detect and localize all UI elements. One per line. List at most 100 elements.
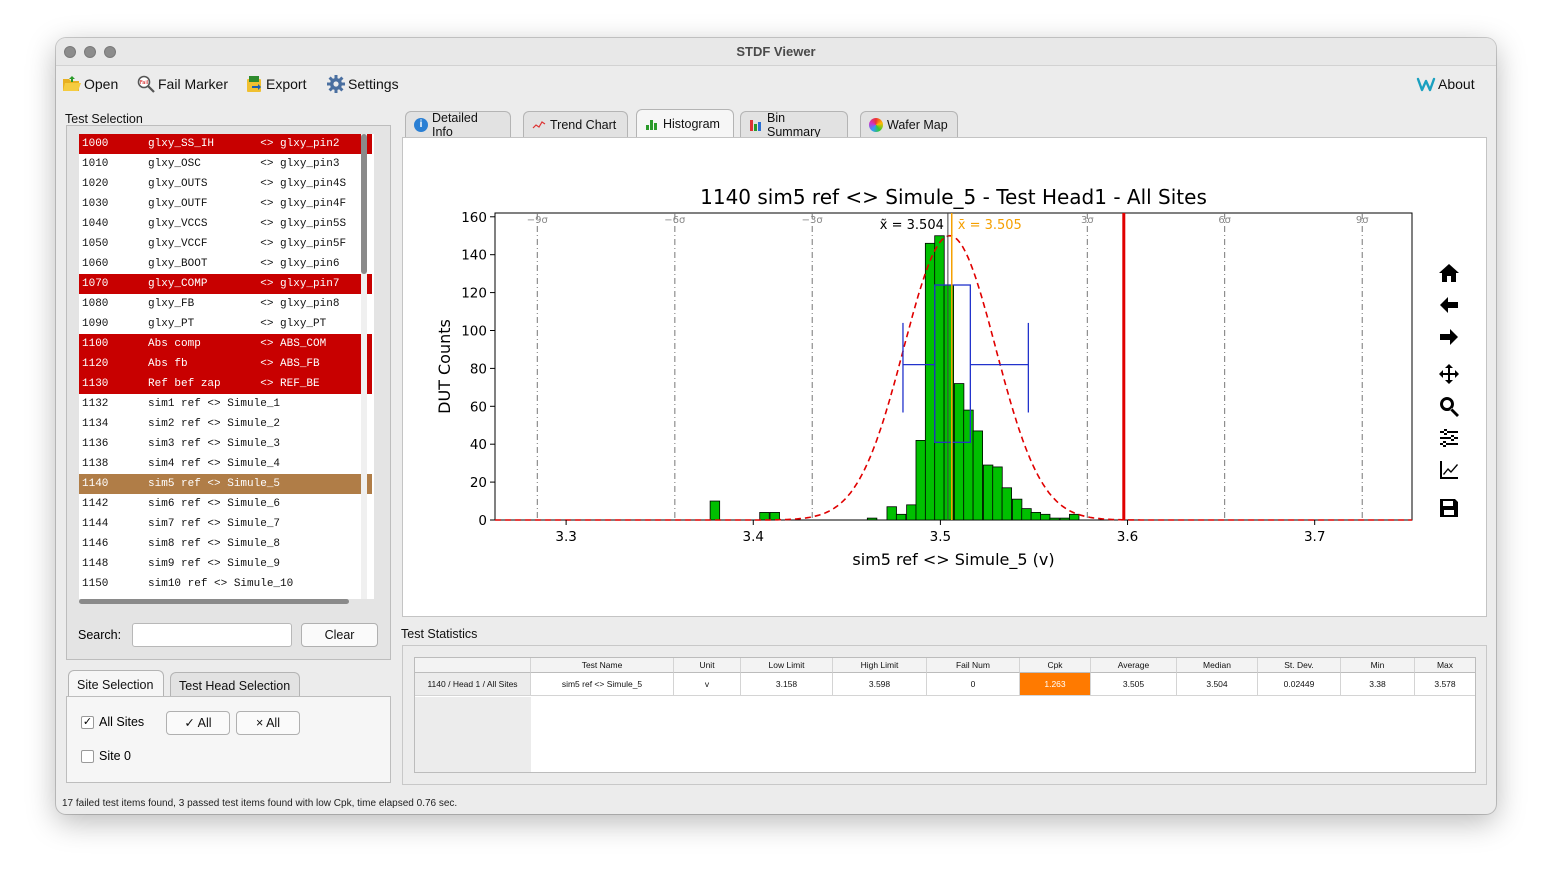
stats-cell[interactable]: v [674,673,741,696]
histogram-bar [924,242,936,521]
histogram-chart[interactable]: 1140 sim5 ref <> Simule_5 - Test Head1 -… [403,138,1486,616]
test-list-item[interactable]: 1090 glxy_PT <> glxy_PT [82,318,327,330]
configure-subplots-icon[interactable] [1440,429,1458,447]
x-tick-label: 3.5 [930,529,951,545]
statistics-table: 1140 / Head 1 / All Sites Test Name sim5 r… [414,657,1476,773]
stats-column-header[interactable]: St. Dev. [1258,658,1341,673]
stats-column-header[interactable] [415,658,531,673]
home-icon[interactable] [1439,264,1459,282]
sigma-label: 3σ [1081,215,1094,226]
site0-checkbox[interactable] [81,750,94,763]
site0-label: Site 0 [99,749,131,763]
boxplot-box [934,284,971,443]
stats-column-header[interactable]: Average [1091,658,1177,673]
test-list-item[interactable]: 1146 sim8 ref <> Simule_8 [82,538,281,550]
stats-cell[interactable]: 0.02449 [1258,673,1341,696]
test-list-item[interactable]: 1100 Abs comp <> ABS_COM [79,334,372,354]
test-list-item[interactable]: 1148 sim9 ref <> Simule_9 [82,558,281,570]
stats-cell[interactable]: 3.38 [1341,673,1415,696]
zoom-window-button[interactable] [104,46,116,58]
stats-column-header[interactable]: High Limit [833,658,927,673]
stats-column-header[interactable]: Low Limit [741,658,833,673]
stats-column-header[interactable]: Unit [674,658,741,673]
search-input[interactable] [132,623,292,647]
stats-cell[interactable]: 1.263 [1020,673,1091,696]
zoom-icon[interactable] [1439,397,1459,417]
open-label: Open [84,76,119,92]
test-list-item[interactable]: 1120 Abs fb <> ABS_FB [79,354,372,374]
test-list-item[interactable]: 1144 sim7 ref <> Simule_7 [82,518,281,530]
stats-cell[interactable]: 0 [927,673,1020,696]
edit-axes-icon[interactable] [1440,461,1458,479]
test-list-item[interactable]: 1142 sim6 ref <> Simule_6 [82,498,281,510]
stats-column-header[interactable]: Median [1177,658,1258,673]
test-list-item[interactable]: 1140 sim5 ref <> Simule_5 [79,474,372,494]
close-window-button[interactable] [64,46,76,58]
test-list-item[interactable]: 1150 sim10 ref <> Simule_10 [82,578,294,590]
test-list-hscroll-thumb[interactable] [79,599,349,604]
test-list-scrollbar[interactable] [361,134,367,599]
stats-cell[interactable]: sim5 ref <> Simule_5 [531,673,674,696]
uncheck-all-button[interactable]: × All [236,711,300,735]
open-button[interactable]: Open [62,72,118,96]
stats-cell[interactable]: 3.505 [1091,673,1177,696]
tab-detailed-info[interactable]: i Detailed Info [405,110,511,139]
tab-trend-chart-label: Trend Chart [550,117,617,132]
test-list-scroll-thumb[interactable] [361,134,367,274]
stats-cell[interactable]: 3.158 [741,673,833,696]
test-list[interactable]: 1000 glxy_SS_IH <> glxy_pin2 1010 glxy_OS… [79,134,374,599]
pan-move-icon[interactable] [1439,364,1459,384]
forward-arrow-icon[interactable] [1440,329,1458,345]
stats-column-header[interactable]: Test Name [531,658,674,673]
test-statistics-label: Test Statistics [401,627,478,641]
stats-column-header[interactable]: Cpk [1020,658,1091,673]
tab-wafer-map-label: Wafer Map [887,117,948,132]
clear-button[interactable]: Clear [301,623,378,647]
normal-distribution-curve [495,234,1412,521]
test-list-item[interactable]: 1010 glxy_OSC <> glxy_pin3 [82,158,340,170]
stats-column-header[interactable]: Min [1341,658,1415,673]
test-list-item[interactable]: 1138 sim4 ref <> Simule_4 [82,458,281,470]
histogram-bar [906,504,917,521]
stats-row-header[interactable]: 1140 / Head 1 / All Sites [415,673,531,696]
tab-detailed-info-label: Detailed Info [431,110,478,139]
test-list-item[interactable]: 1130 Ref bef zap <> REF_BE [79,374,372,394]
tab-test-head-selection-label: Test Head Selection [179,678,291,693]
stats-cell[interactable]: 3.598 [833,673,927,696]
stats-cell[interactable]: 3.578 [1415,673,1475,696]
back-arrow-icon[interactable] [1440,297,1458,313]
test-list-item[interactable]: 1134 sim2 ref <> Simule_2 [82,418,281,430]
test-list-item[interactable]: 1136 sim3 ref <> Simule_3 [82,438,281,450]
all-sites-checkbox[interactable]: ✓ [81,716,94,729]
tab-test-head-selection[interactable]: Test Head Selection [170,672,300,698]
tab-site-selection[interactable]: Site Selection [68,670,164,698]
test-list-item[interactable]: 1040 glxy_VCCS <> glxy_pin5S [82,218,347,230]
tab-bin-summary[interactable]: Bin Summary [740,111,848,139]
save-icon[interactable] [1440,499,1458,517]
tab-trend-chart[interactable]: Trend Chart [523,111,628,137]
stats-cell[interactable]: 3.504 [1177,673,1258,696]
test-list-item[interactable]: 1030 glxy_OUTF <> glxy_pin4F [82,198,347,210]
about-button[interactable]: About [1416,72,1475,96]
check-all-button[interactable]: ✓ All [166,711,230,735]
histogram-bar [934,235,945,521]
settings-button[interactable]: Settings [326,72,399,96]
test-list-item[interactable]: 1070 glxy_COMP <> glxy_pin7 [79,274,372,294]
test-list-item[interactable]: 1020 glxy_OUTS <> glxy_pin4S [82,178,347,190]
minimize-window-button[interactable] [84,46,96,58]
stats-column-header[interactable]: Fail Num [927,658,1020,673]
test-list-item[interactable]: 1132 sim1 ref <> Simule_1 [82,398,281,410]
histogram-bar [1040,513,1051,521]
test-list-item[interactable]: 1000 glxy_SS_IH <> glxy_pin2 [79,134,372,154]
test-list-item[interactable]: 1050 glxy_VCCF <> glxy_pin5F [82,238,347,250]
export-button[interactable]: Export [244,72,306,96]
tab-histogram[interactable]: Histogram [636,109,734,137]
test-list-item[interactable]: 1060 glxy_BOOT <> glxy_pin6 [82,258,340,270]
about-label: About [1438,76,1475,92]
fail-marker-button[interactable]: Fail Fail Marker [136,72,228,96]
histogram-bar [1030,512,1042,521]
search-label: Search: [78,628,122,642]
tab-wafer-map[interactable]: Wafer Map [860,111,958,137]
test-list-item[interactable]: 1080 glxy_FB <> glxy_pin8 [82,298,340,310]
stats-column-header[interactable]: Max [1415,658,1475,673]
